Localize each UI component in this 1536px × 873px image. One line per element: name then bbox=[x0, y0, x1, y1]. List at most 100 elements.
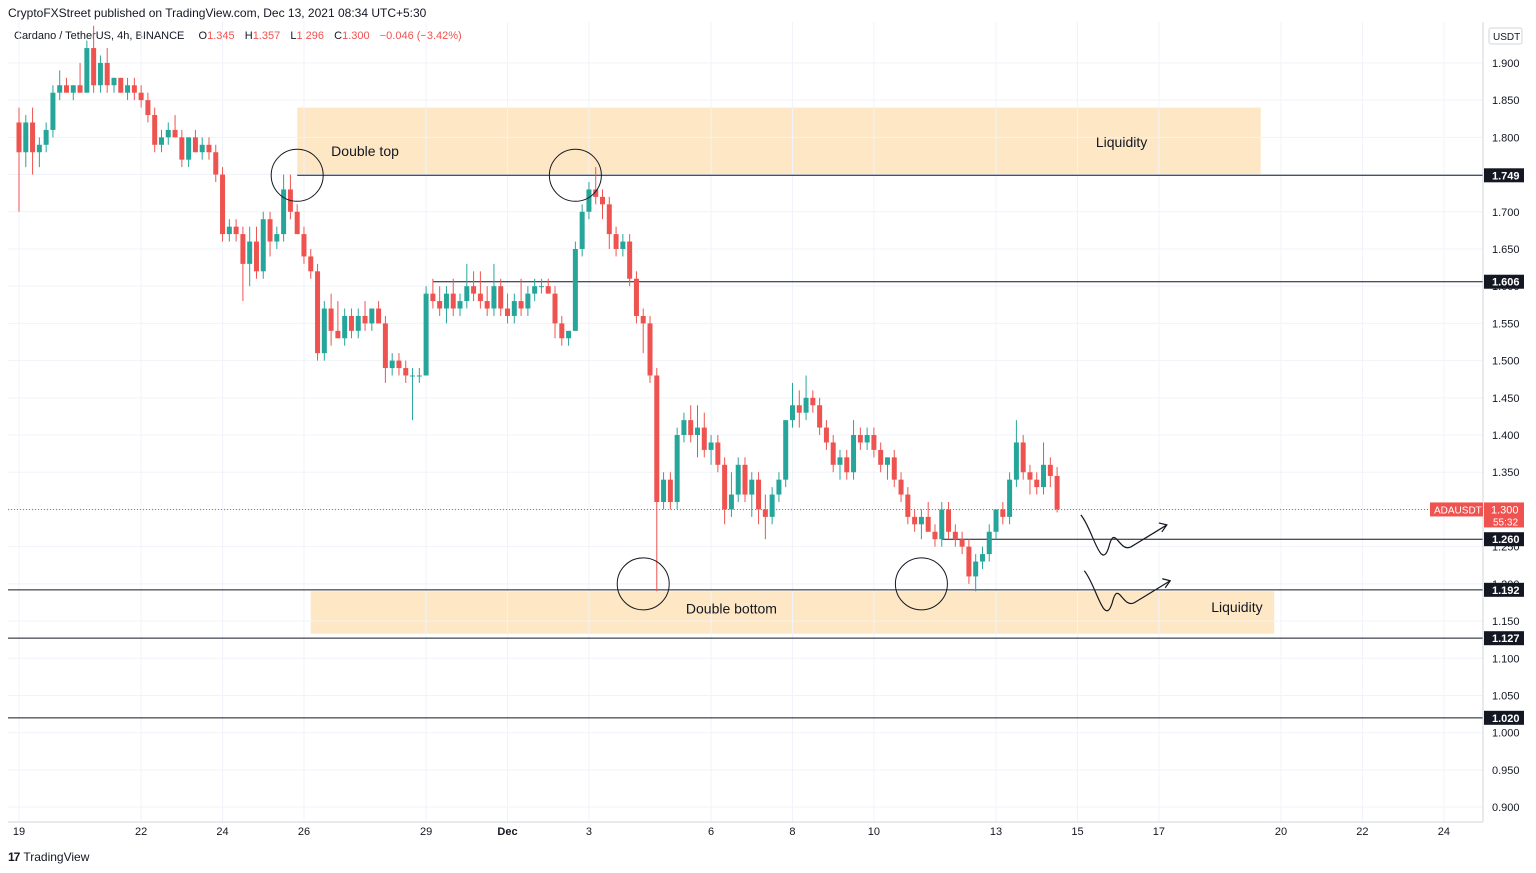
time-tick-label: 13 bbox=[990, 826, 1002, 838]
candle-down bbox=[220, 174, 226, 235]
symbol-tag-text: ADAUSDT bbox=[1434, 505, 1482, 516]
symbol-price-tag bbox=[1430, 502, 1483, 517]
high-value: 1.357 bbox=[252, 30, 281, 42]
candle-down bbox=[946, 509, 952, 532]
candle-down bbox=[91, 48, 97, 86]
candle-up bbox=[247, 241, 253, 264]
candle-down bbox=[362, 315, 368, 324]
level-tag-text: 1.749 bbox=[1492, 170, 1520, 182]
candle-down bbox=[633, 278, 639, 316]
open-value: 1.345 bbox=[207, 30, 235, 42]
candle-up bbox=[735, 464, 741, 495]
candle-up bbox=[355, 315, 361, 331]
time-tick-label: 26 bbox=[298, 826, 310, 838]
candle-up bbox=[423, 293, 429, 376]
close-label: C bbox=[334, 30, 343, 42]
candle-up bbox=[572, 248, 578, 331]
candle-up bbox=[837, 457, 843, 465]
candle-up bbox=[369, 308, 375, 324]
tradingview-logo[interactable]: 17 TradingView bbox=[8, 850, 89, 864]
time-tick-label: 3 bbox=[586, 826, 592, 838]
level-tag-1.606 bbox=[1484, 274, 1524, 289]
candle-down bbox=[308, 256, 314, 272]
candle-up bbox=[566, 330, 572, 339]
candle-up bbox=[199, 144, 205, 153]
candle-up bbox=[70, 85, 76, 93]
candle-down bbox=[640, 315, 646, 324]
projection-path-upper bbox=[1080, 514, 1168, 556]
candle-up bbox=[749, 479, 755, 495]
candle-up bbox=[864, 435, 870, 443]
candle-down bbox=[376, 308, 382, 324]
time-tick-label: Dec bbox=[497, 826, 517, 838]
level-tag-1.749 bbox=[1484, 168, 1524, 183]
candle-up bbox=[57, 85, 63, 93]
candle-down bbox=[63, 85, 69, 93]
time-tick-label: 24 bbox=[1438, 826, 1450, 838]
time-tick-label: 10 bbox=[868, 826, 880, 838]
candle-down bbox=[932, 531, 938, 540]
candle-up bbox=[993, 509, 999, 532]
close-value: 1.300 bbox=[342, 30, 370, 42]
candle-down bbox=[796, 405, 802, 413]
candle-up bbox=[579, 211, 585, 249]
time-tick-label: 22 bbox=[1356, 826, 1368, 838]
candle-up bbox=[491, 286, 497, 309]
candle-up bbox=[851, 435, 857, 473]
price-tick-label: 1.100 bbox=[1492, 653, 1520, 665]
high-label: H bbox=[244, 30, 253, 42]
candle-down bbox=[498, 286, 504, 309]
candle-up bbox=[783, 420, 789, 480]
price-tick-label: 1.000 bbox=[1492, 728, 1520, 740]
candle-down bbox=[131, 85, 137, 93]
time-tick-label: 20 bbox=[1275, 826, 1287, 838]
candle-down bbox=[396, 360, 402, 369]
pattern-circle bbox=[548, 148, 602, 202]
candle-down bbox=[348, 315, 354, 331]
price-tick-label: 1.400 bbox=[1492, 430, 1520, 442]
candle-down bbox=[627, 241, 633, 279]
candle-down bbox=[905, 494, 911, 517]
candle-up bbox=[464, 286, 470, 302]
candle-down bbox=[810, 397, 816, 406]
candle-up bbox=[728, 494, 734, 510]
candle-down bbox=[559, 323, 565, 339]
candle-down bbox=[912, 516, 918, 525]
candle-up bbox=[274, 234, 280, 242]
candle-down bbox=[613, 234, 619, 249]
candle-up bbox=[532, 286, 538, 294]
pattern-circle bbox=[894, 557, 948, 611]
candle-down bbox=[1047, 464, 1053, 476]
candle-down bbox=[253, 241, 259, 272]
candle-down bbox=[505, 308, 511, 316]
candle-down bbox=[715, 442, 721, 465]
candle-up bbox=[84, 48, 90, 93]
liquidity-bottom-label: Liquidity bbox=[1211, 599, 1262, 615]
level-tag-text: 1.606 bbox=[1492, 277, 1520, 289]
candle-down bbox=[484, 301, 490, 309]
candle-up bbox=[884, 457, 890, 465]
candle-up bbox=[525, 293, 531, 309]
candle-up bbox=[36, 144, 42, 153]
candle-down bbox=[206, 144, 212, 153]
candle-down bbox=[301, 234, 307, 257]
projection-path-upper-arrowhead bbox=[1158, 522, 1168, 533]
candle-down bbox=[701, 427, 707, 450]
candle-up bbox=[321, 308, 327, 354]
candle-down bbox=[192, 137, 198, 153]
candle-down bbox=[233, 226, 239, 235]
level-tag-text: 1.020 bbox=[1492, 713, 1520, 725]
candle-up bbox=[973, 561, 979, 577]
level-tag-text: 1.127 bbox=[1492, 633, 1520, 645]
candle-down bbox=[654, 375, 660, 502]
candle-down bbox=[213, 152, 219, 175]
price-tick-label: 1.850 bbox=[1492, 95, 1520, 107]
candle-down bbox=[647, 323, 653, 376]
candle-up bbox=[50, 92, 56, 130]
candle-down bbox=[817, 405, 823, 428]
last-price-text: 1.300 bbox=[1491, 504, 1519, 516]
price-tick-label: 1.150 bbox=[1492, 616, 1520, 628]
liquidity-top-label: Liquidity bbox=[1096, 134, 1147, 150]
time-tick-label: 15 bbox=[1071, 826, 1083, 838]
